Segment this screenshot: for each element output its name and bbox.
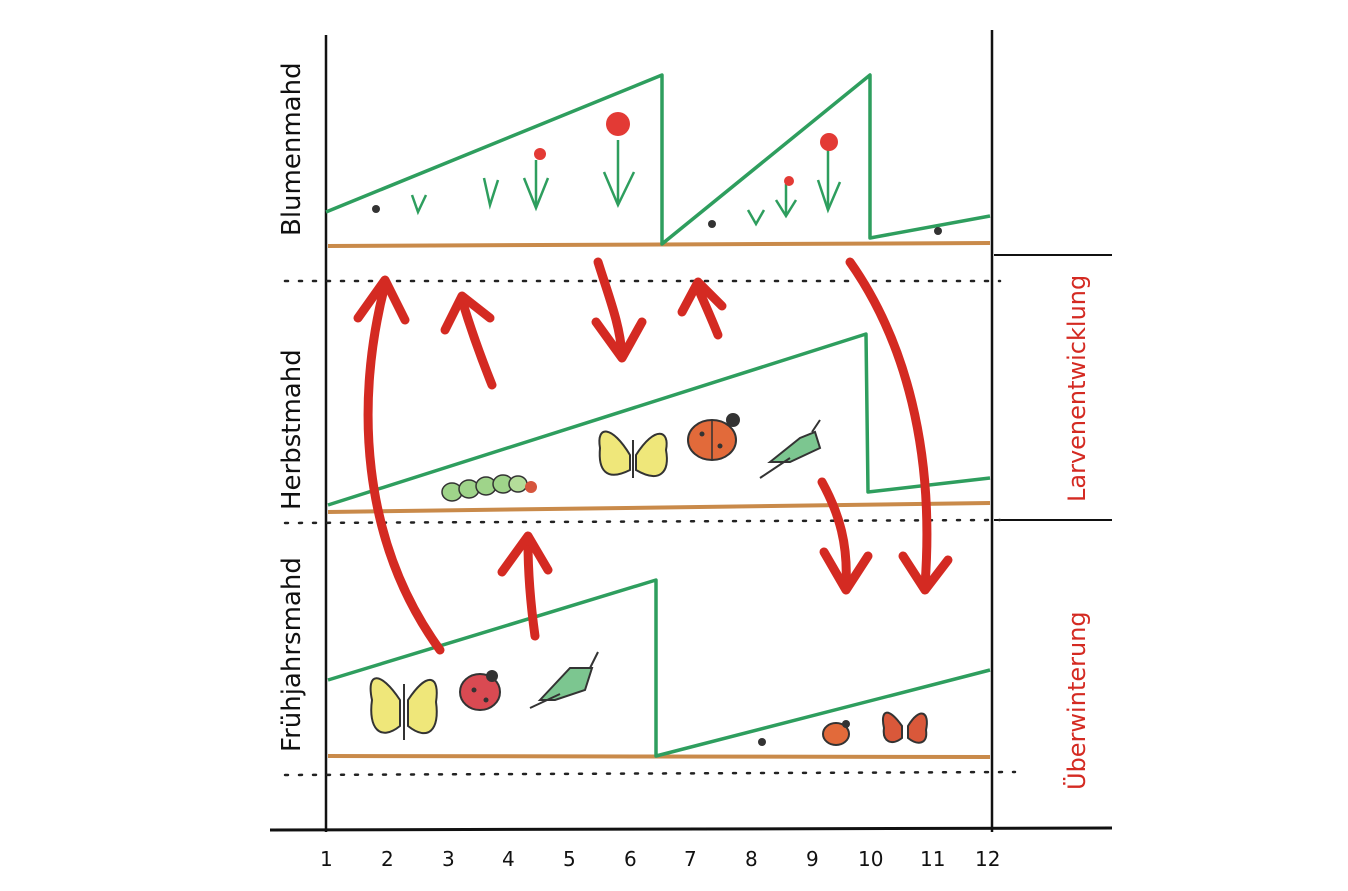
phase-label-lower: Überwinterung (1062, 611, 1091, 790)
arrow-down-lower (817, 477, 851, 590)
tick-label: 12 (975, 847, 1000, 871)
arrowhead (819, 547, 873, 595)
flower-icon (410, 140, 842, 227)
phase-labels: Larvenentwicklung Überwinterung (1062, 275, 1091, 790)
row-label-bottom: Frühjahrsmahd (277, 557, 307, 752)
arrows (353, 257, 953, 655)
axes (269, 30, 1113, 832)
arrow-up-right (693, 283, 723, 340)
arrowhead (497, 531, 553, 577)
separator-middle (283, 518, 1002, 525)
flower-icon (606, 112, 630, 136)
x-axis (269, 826, 1113, 832)
x-tick-labels: 1 2 3 4 5 6 7 8 9 10 11 12 (320, 847, 1000, 871)
phase-label-upper: Larvenentwicklung (1063, 275, 1091, 502)
butterfly-icon (369, 677, 438, 740)
arrowhead (353, 275, 410, 325)
seed-icon (934, 227, 942, 235)
tick-label: 6 (624, 847, 637, 871)
caterpillar-icon (441, 474, 537, 502)
arrow-long-down (845, 257, 932, 590)
seed-icon (758, 738, 766, 746)
tick-label: 3 (442, 847, 455, 871)
tick-label: 8 (745, 847, 758, 871)
arrow-up-lower (523, 537, 540, 641)
arrow-up-middle (457, 295, 497, 390)
row-label-top: Blumenmahd (277, 62, 307, 236)
growth-bottom (327, 578, 991, 758)
ladybug-icon (459, 670, 501, 711)
grasshopper-icon (529, 651, 599, 709)
dotted-separators (283, 279, 1017, 777)
ground-top (327, 241, 991, 248)
tick-label: 5 (563, 847, 576, 871)
growth-top (325, 73, 991, 246)
ladybug-icon (822, 720, 850, 746)
row-label-middle: Herbstmahd (277, 349, 307, 510)
growth-lines (325, 73, 991, 758)
arrowhead (677, 277, 727, 317)
tick-label: 11 (920, 847, 945, 871)
grasshopper-icon (759, 419, 822, 479)
flower-icon (534, 148, 546, 160)
seed-icon (708, 220, 716, 228)
tick-label: 10 (858, 847, 883, 871)
arrowhead (440, 291, 495, 335)
flower-icon (820, 133, 838, 151)
butterfly-icon (882, 711, 928, 744)
tick-label: 4 (502, 847, 515, 871)
seed-icon (372, 205, 380, 213)
tick-label: 7 (684, 847, 697, 871)
arrow-long-up (363, 280, 445, 655)
growth-middle (327, 332, 991, 507)
flowers (372, 112, 942, 746)
ladybug-icon (687, 413, 740, 461)
tick-label: 1 (320, 847, 333, 871)
tick-label: 9 (806, 847, 819, 871)
butterfly-icon (598, 430, 668, 478)
flower-icon (784, 176, 794, 186)
arrowhead (898, 551, 953, 595)
row-labels: Blumenmahd Herbstmahd Frühjahrsmahd (277, 62, 307, 752)
arrowhead (591, 317, 647, 363)
tick-label: 2 (381, 847, 394, 871)
arrow-down-top (593, 257, 627, 360)
ground-middle (327, 501, 991, 514)
separator-bottom (283, 770, 1017, 777)
